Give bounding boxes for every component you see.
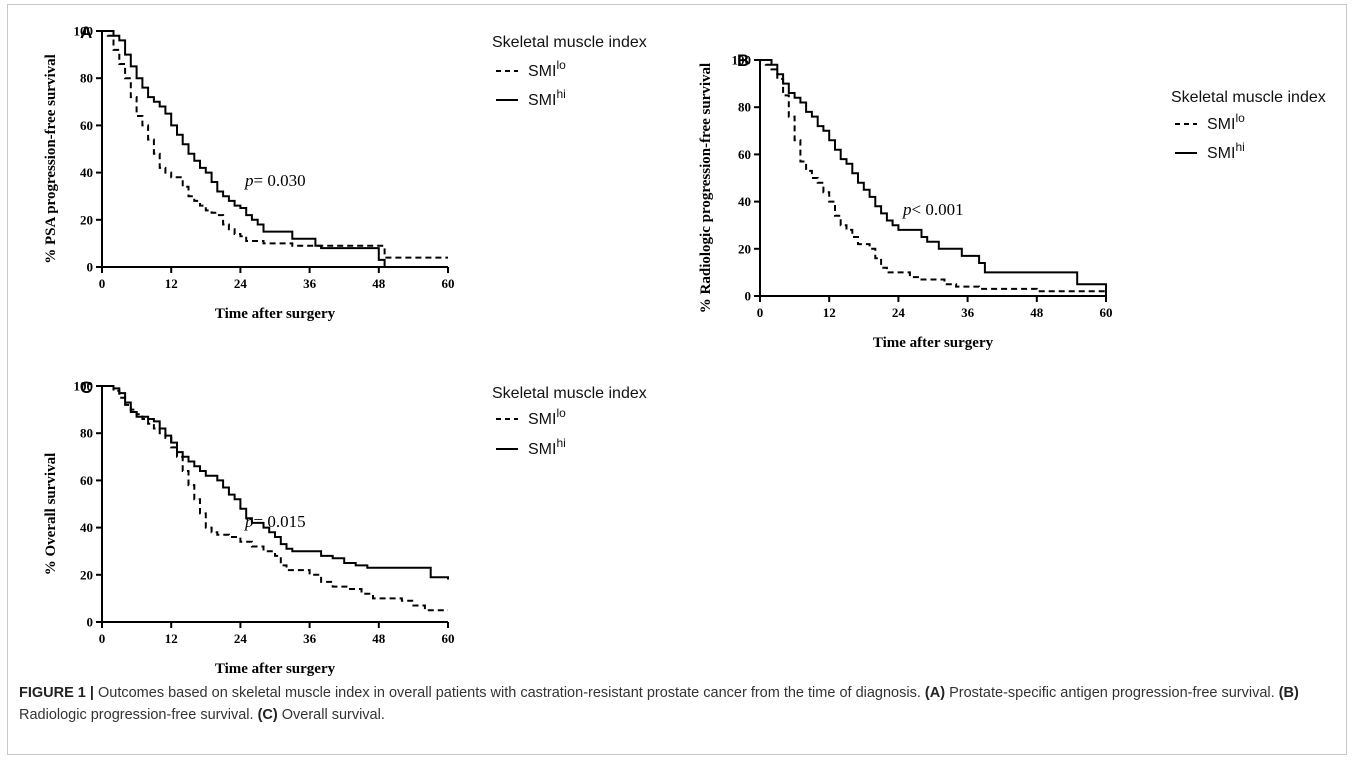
- x-tick-label: 24: [234, 276, 248, 291]
- x-tick-label: 36: [961, 305, 975, 320]
- x-tick-label: 24: [234, 631, 248, 646]
- legend-label-base: SMI: [528, 92, 556, 109]
- p-value-annotation: p= 0.030: [244, 171, 306, 190]
- legend-label-base: SMI: [528, 411, 556, 428]
- p-symbol: p: [902, 200, 912, 219]
- y-tick-label: 80: [80, 71, 93, 86]
- chart-panel-a: A 0 20 40 60 80 100 0 12 24 36 48 60 Time after surge…: [43, 23, 647, 322]
- p-symbol: p: [244, 171, 254, 190]
- series-line-smilo: [102, 30, 448, 259]
- y-tick-label: 0: [87, 615, 94, 630]
- legend-label-superscript: hi: [556, 87, 565, 101]
- y-tick-label: 60: [80, 118, 93, 133]
- x-tick-label: 60: [1100, 305, 1113, 320]
- p-value-annotation: p< 0.001: [902, 200, 964, 219]
- caption-b-label: (B): [1278, 685, 1299, 701]
- legend-label-base: SMI: [1207, 116, 1235, 133]
- x-tick-label: 12: [165, 631, 178, 646]
- caption-c-text: Overall survival.: [277, 707, 385, 723]
- y-tick-label: 20: [80, 212, 93, 227]
- y-tick-label: 100: [732, 53, 752, 68]
- y-tick-label: 0: [745, 289, 752, 304]
- y-tick-label: 40: [80, 165, 93, 180]
- y-axis-label: % Overall survival: [43, 453, 59, 576]
- panel-label: C: [80, 378, 92, 397]
- panel-label: B: [737, 51, 749, 70]
- y-tick-label: 0: [87, 260, 94, 275]
- x-tick-label: 48: [1030, 305, 1044, 320]
- x-tick-label: 0: [757, 305, 764, 320]
- chart-panel-b: B 0 20 40 60 80 100 0 12 24 36 48 60 Time after surge…: [698, 51, 1326, 351]
- figure-frame: [7, 4, 1347, 755]
- y-tick-label: 80: [80, 426, 93, 441]
- x-tick-label: 24: [892, 305, 906, 320]
- series-line-smilo: [760, 59, 1106, 293]
- caption-b-text: Radiologic progression-free survival.: [19, 707, 258, 723]
- figure-caption: FIGURE 1 | Outcomes based on skeletal mu…: [19, 682, 1339, 726]
- x-axis-label: Time after surgery: [873, 335, 994, 351]
- p-value: = 0.030: [254, 171, 306, 190]
- y-axis-label: % PSA progression-free survival: [43, 54, 59, 264]
- legend-label-smilo: SMIlo: [1207, 111, 1245, 133]
- legend-title: Skeletal muscle index: [492, 385, 647, 402]
- x-tick-label: 48: [372, 631, 386, 646]
- legend-label-superscript: lo: [1235, 111, 1245, 125]
- p-value: = 0.015: [254, 512, 306, 531]
- legend-title: Skeletal muscle index: [492, 34, 647, 51]
- legend-label-superscript: hi: [556, 436, 565, 450]
- x-axis-label: Time after surgery: [215, 306, 336, 322]
- x-tick-label: 12: [165, 276, 178, 291]
- series-line-smilo: [102, 385, 448, 612]
- legend-title: Skeletal muscle index: [1171, 89, 1326, 106]
- y-tick-label: 60: [80, 473, 93, 488]
- legend-label-smihi: SMIhi: [528, 87, 566, 109]
- figure-canvas: A 0 20 40 60 80 100 0 12 24 36 48 60 Time after surge…: [43, 23, 1326, 677]
- x-tick-label: 36: [303, 631, 317, 646]
- legend-label-smihi: SMIhi: [1207, 140, 1245, 162]
- legend-label-base: SMI: [528, 63, 556, 80]
- legend-label-base: SMI: [528, 441, 556, 458]
- y-axis-label: % Radiologic progression-free survival: [698, 63, 714, 313]
- y-tick-label: 100: [74, 379, 94, 394]
- legend-label-smilo: SMIlo: [528, 58, 566, 80]
- p-value: < 0.001: [912, 200, 964, 219]
- caption-c-label: (C): [257, 707, 278, 723]
- legend-label-base: SMI: [1207, 145, 1235, 162]
- y-tick-label: 20: [738, 241, 751, 256]
- chart-panel-c: C 0 20 40 60 80 100 0 12 24 36 48 60 Time after surge…: [43, 378, 647, 677]
- caption-text: Outcomes based on skeletal muscle index …: [93, 685, 925, 701]
- legend-label-superscript: lo: [556, 58, 566, 72]
- y-tick-label: 40: [738, 194, 751, 209]
- x-tick-label: 12: [823, 305, 836, 320]
- y-tick-label: 60: [738, 147, 751, 162]
- legend-label-smihi: SMIhi: [528, 436, 566, 458]
- caption-a-text: Prostate-specific antigen progression-fr…: [945, 685, 1279, 701]
- y-tick-label: 20: [80, 567, 93, 582]
- y-tick-label: 100: [74, 24, 94, 39]
- series-line-smihi: [102, 30, 391, 268]
- caption-label: FIGURE 1 |: [19, 685, 94, 701]
- p-symbol: p: [244, 512, 254, 531]
- panel-label: A: [80, 23, 92, 42]
- x-tick-label: 60: [442, 631, 455, 646]
- series-line-smihi: [102, 385, 449, 580]
- y-tick-label: 80: [738, 100, 751, 115]
- series-line-smihi: [760, 59, 1107, 296]
- x-tick-label: 48: [372, 276, 386, 291]
- legend-label-smilo: SMIlo: [528, 406, 566, 428]
- legend-label-superscript: lo: [556, 406, 566, 420]
- y-tick-label: 40: [80, 520, 93, 535]
- x-axis-label: Time after surgery: [215, 661, 336, 677]
- legend-label-superscript: hi: [1235, 140, 1244, 154]
- x-tick-label: 60: [442, 276, 455, 291]
- p-value-annotation: p= 0.015: [244, 512, 306, 531]
- x-tick-label: 0: [99, 631, 106, 646]
- caption-a-label: (A): [924, 685, 946, 701]
- x-tick-label: 36: [303, 276, 317, 291]
- x-tick-label: 0: [99, 276, 106, 291]
